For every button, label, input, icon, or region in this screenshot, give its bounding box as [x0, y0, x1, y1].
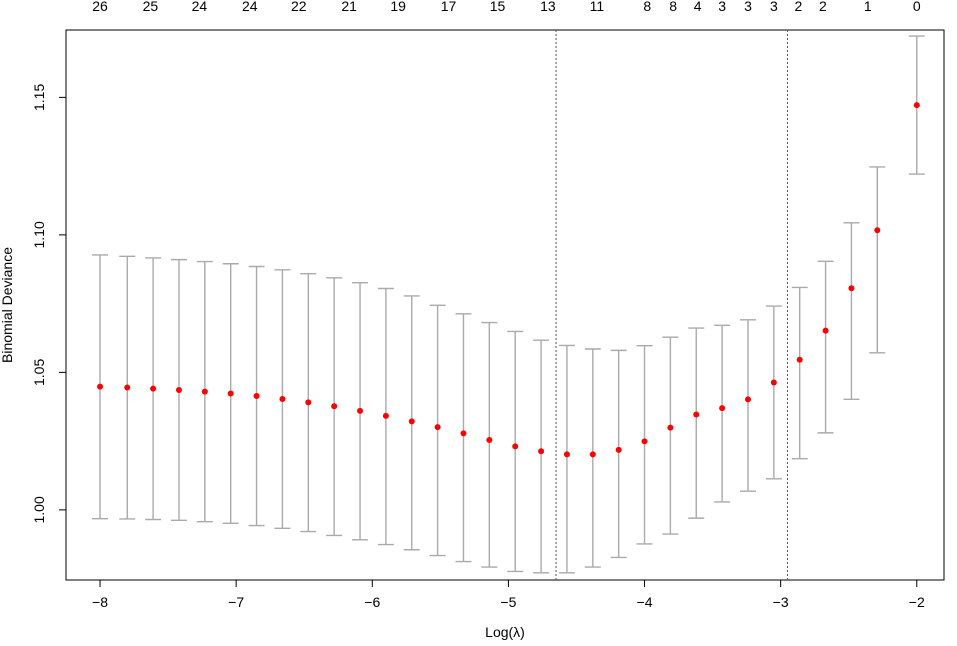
plot-frame — [65, 29, 945, 581]
reference-lines-layer — [555, 30, 788, 580]
data-point — [460, 430, 467, 437]
x-tick-label: −8 — [92, 594, 108, 610]
top-axis-label: 3 — [770, 0, 778, 14]
top-axis-label: 2 — [819, 0, 827, 14]
points-layer — [97, 102, 920, 458]
x-tick-label: −4 — [637, 594, 653, 610]
data-point — [641, 438, 648, 445]
data-point — [589, 451, 596, 458]
top-axis-label: 24 — [242, 0, 258, 14]
top-axis-label: 1 — [864, 0, 872, 14]
y-axis-title: Binomial Deviance — [0, 247, 15, 363]
data-point — [744, 396, 751, 403]
data-point — [253, 393, 260, 400]
data-point — [357, 407, 364, 414]
data-point — [486, 437, 493, 444]
data-point — [848, 285, 855, 292]
top-axis-label: 3 — [744, 0, 752, 14]
top-axis-label: 19 — [390, 0, 406, 14]
top-axis-label: 3 — [718, 0, 726, 14]
x-tick-label: −3 — [773, 594, 789, 610]
top-axis-label: 11 — [590, 0, 605, 14]
data-point — [667, 424, 674, 431]
data-point — [512, 443, 519, 450]
data-point — [770, 379, 777, 386]
top-axis-label: 25 — [143, 0, 159, 14]
data-point — [874, 227, 881, 234]
top-axis-label: 22 — [291, 0, 307, 14]
data-point — [201, 388, 208, 395]
data-point — [822, 327, 829, 334]
top-axis-label: 4 — [694, 0, 702, 14]
data-point — [382, 412, 389, 419]
top-axis-label: 8 — [669, 0, 677, 14]
top-axis-label: 8 — [643, 0, 651, 14]
top-axis-label: 15 — [490, 0, 506, 14]
data-point — [719, 405, 726, 412]
data-point — [331, 403, 338, 410]
y-tick-label: 1.15 — [31, 84, 47, 111]
y-axis: 1.00 1.05 1.10 1.15 — [31, 84, 66, 524]
top-axis-labels: 26 25 24 24 22 21 19 17 15 13 11 8 8 4 3 3 3 2 2 1 0 — [92, 0, 921, 14]
y-tick-label: 1.10 — [31, 221, 47, 248]
x-tick-label: −2 — [909, 594, 925, 610]
data-point — [175, 386, 182, 393]
data-point — [124, 384, 131, 391]
data-point — [563, 451, 570, 458]
x-tick-label: −5 — [500, 594, 516, 610]
data-point — [227, 390, 234, 397]
top-axis-label: 17 — [441, 0, 457, 14]
data-point — [408, 418, 415, 425]
data-point — [615, 446, 622, 453]
x-tick-label: −7 — [228, 594, 244, 610]
x-tick-label: −6 — [364, 594, 380, 610]
data-point — [305, 399, 312, 406]
data-point — [913, 102, 920, 109]
error-bars-layer — [92, 35, 925, 574]
y-tick-label: 1.05 — [31, 359, 47, 386]
data-point — [150, 385, 157, 392]
top-axis-label: 13 — [540, 0, 556, 14]
top-axis-label: 26 — [92, 0, 108, 14]
x-axis: −8 −7 −6 −5 −4 −3 −2 — [92, 580, 925, 610]
data-point — [97, 383, 104, 390]
y-tick-label: 1.00 — [31, 496, 47, 523]
data-point — [693, 411, 700, 418]
data-point — [796, 356, 803, 363]
x-axis-title: Log(λ) — [485, 624, 525, 640]
top-axis-label: 21 — [341, 0, 357, 14]
top-axis-label: 0 — [913, 0, 921, 14]
top-axis-label: 2 — [794, 0, 802, 14]
data-point — [538, 448, 545, 455]
top-axis-label: 24 — [192, 0, 208, 14]
data-point — [434, 424, 441, 431]
data-point — [279, 396, 286, 403]
